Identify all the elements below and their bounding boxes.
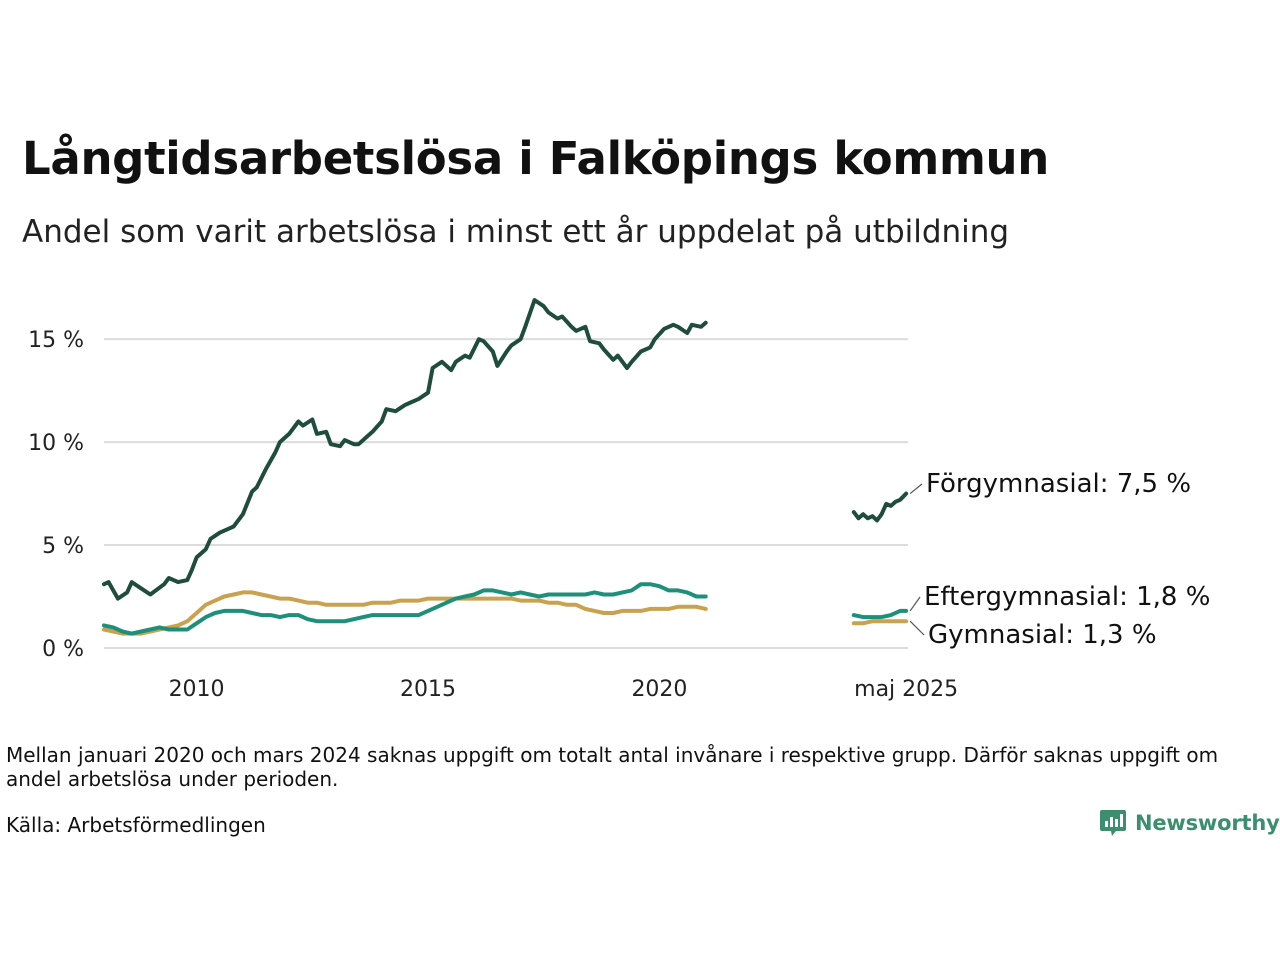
series-line	[102, 582, 708, 636]
series-end-label: Förgymnasial: 7,5 %	[926, 469, 1191, 499]
label-leader-line	[909, 483, 923, 495]
label-leader-line	[909, 620, 925, 636]
series-eftergymnasial	[102, 582, 909, 636]
series-line	[102, 298, 708, 601]
x-tick-label: 2015	[400, 677, 456, 702]
y-tick-label: 10 %	[28, 431, 84, 456]
series-line	[851, 491, 909, 523]
label-leader-line	[909, 596, 921, 612]
series-line	[851, 619, 909, 626]
series-end-labels: Förgymnasial: 7,5 % Eftergymnasial: 1,8 %…	[909, 469, 1210, 650]
series-lines	[102, 298, 909, 636]
x-tick-label: maj 2025	[854, 677, 958, 702]
chart-title: Långtidsarbetslösa i Falköpings kommun	[22, 132, 1050, 185]
footnote: Mellan januari 2020 och mars 2024 saknas…	[6, 743, 1219, 791]
series-end-label: Gymnasial: 1,3 %	[928, 620, 1157, 650]
y-tick-label: 5 %	[42, 534, 84, 559]
series-line	[102, 590, 708, 636]
series-förgymnasial	[102, 298, 909, 601]
logo-text: Newsworthy	[1135, 811, 1280, 835]
x-tick-label: 2010	[169, 677, 225, 702]
series-line	[851, 608, 909, 620]
series-end-label: Eftergymnasial: 1,8 %	[924, 582, 1210, 612]
gridlines	[104, 338, 908, 649]
x-tick-label: 2020	[631, 677, 687, 702]
newsworthy-logo: Newsworthy	[1099, 808, 1280, 838]
series-gymnasial	[102, 590, 909, 636]
source-credit: Källa: Arbetsförmedlingen	[6, 813, 266, 837]
x-axis-tick-labels: 2010 2015 2020 maj 2025	[169, 677, 959, 702]
chart-subtitle: Andel som varit arbetslösa i minst ett å…	[22, 214, 1010, 250]
y-tick-label: 15 %	[28, 328, 84, 353]
line-chart: 0 % 5 % 10 % 15 % 2010 2015 2020 maj 2025 Förg…	[28, 298, 1210, 702]
newsworthy-logo-icon	[1100, 810, 1126, 836]
y-axis-tick-labels: 0 % 5 % 10 % 15 %	[28, 328, 84, 662]
y-tick-label: 0 %	[42, 637, 84, 662]
